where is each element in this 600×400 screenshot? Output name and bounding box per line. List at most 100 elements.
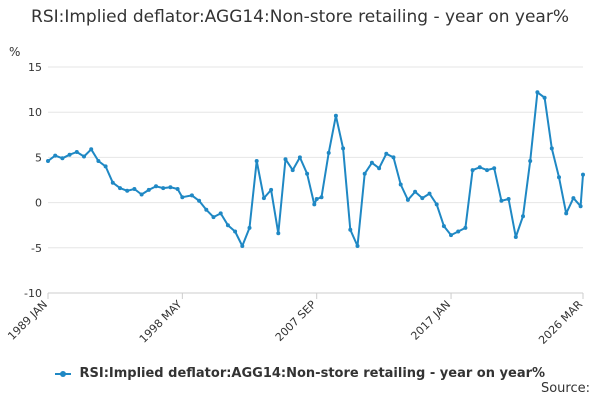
data-point [549, 146, 554, 151]
data-point [103, 164, 108, 169]
data-point [180, 195, 185, 200]
data-point [297, 155, 302, 160]
y-tick-label: 15 [28, 61, 42, 74]
data-point [542, 95, 547, 100]
data-point [485, 168, 489, 173]
data-point [60, 156, 65, 161]
data-point [110, 180, 115, 185]
data-point [125, 188, 130, 193]
data-point [132, 187, 137, 191]
data-point [362, 171, 367, 176]
data-point [535, 90, 540, 95]
data-point [197, 198, 202, 203]
data-point [211, 215, 216, 220]
data-point [578, 204, 583, 209]
data-point [449, 233, 453, 238]
x-tick-label: 1989 JAN [5, 298, 50, 343]
data-point [261, 196, 266, 201]
data-point [348, 227, 353, 232]
legend-swatch [54, 370, 71, 377]
legend-label: RSI:Implied deflator:AGG14:Non-store ret… [79, 366, 546, 381]
data-point [405, 197, 410, 202]
data-point [463, 225, 468, 230]
data-point [53, 153, 58, 158]
data-point [581, 172, 585, 177]
data-point [161, 186, 166, 191]
data-point [391, 155, 396, 160]
data-point [434, 202, 439, 207]
data-point [96, 159, 101, 163]
data-point [283, 157, 288, 162]
data-point [269, 187, 274, 192]
y-tick-label: -5 [31, 242, 42, 255]
data-point [492, 166, 497, 171]
data-point [276, 231, 281, 236]
data-point [384, 151, 389, 156]
series-line [47, 91, 584, 247]
data-point [225, 223, 230, 228]
x-tick-label: 2007 SEP [273, 298, 319, 344]
data-point [398, 182, 403, 187]
data-point [314, 197, 319, 201]
data-point [118, 186, 122, 191]
data-point [506, 197, 511, 201]
data-point [290, 168, 295, 173]
data-point [312, 202, 317, 207]
data-point [189, 193, 194, 198]
y-tick-label: 5 [35, 151, 42, 164]
data-point [82, 154, 86, 159]
data-point [341, 146, 346, 151]
data-point [441, 224, 446, 229]
data-point [355, 244, 360, 248]
y-tick-label: -10 [24, 287, 42, 300]
data-point [247, 225, 252, 230]
data-point [218, 211, 223, 216]
gridlines [48, 66, 583, 294]
data-point [240, 244, 245, 248]
x-tick-label: 1998 MAY [137, 298, 185, 346]
chart-title: RSI:Implied deflator:AGG14:Non-store ret… [31, 7, 569, 27]
data-point [305, 171, 310, 176]
data-point [456, 229, 461, 234]
data-point [46, 159, 50, 163]
y-axis-ticks: -10 -5 0 5 10 15 [24, 61, 42, 300]
data-point [74, 150, 79, 154]
data-point [420, 196, 425, 201]
data-point [477, 165, 482, 170]
data-point [89, 147, 94, 152]
data-point [369, 160, 374, 165]
data-point [168, 185, 173, 190]
x-tick-label: 2017 JAN [408, 298, 453, 343]
x-axis-ticks: 1989 JAN 1998 MAY 2007 SEP 2017 JAN 2026 MAR [5, 293, 585, 347]
data-point [326, 150, 331, 155]
x-tick-label: 2026 MAR [536, 298, 585, 347]
data-point [413, 189, 418, 194]
y-tick-label: 0 [35, 197, 42, 210]
data-point [427, 191, 432, 196]
source-label: Source: [540, 381, 590, 396]
data-point [319, 195, 324, 200]
data-point [154, 184, 158, 189]
data-point [254, 159, 259, 163]
data-point [470, 168, 475, 173]
y-axis-unit-label: % [9, 45, 20, 59]
data-point [333, 113, 338, 118]
data-point [528, 159, 533, 163]
data-point [571, 196, 576, 201]
series-line-group [46, 90, 585, 248]
data-point [139, 192, 144, 197]
data-point [204, 207, 209, 212]
data-point [557, 175, 561, 180]
data-point [377, 166, 382, 171]
data-point [513, 235, 518, 239]
data-point [233, 229, 238, 234]
data-point [146, 187, 151, 192]
data-point [67, 152, 72, 157]
data-point [175, 187, 180, 191]
data-point [521, 214, 525, 219]
data-point [499, 198, 504, 203]
y-tick-label: 10 [28, 106, 42, 119]
legend[interactable]: RSI:Implied deflator:AGG14:Non-store ret… [0, 366, 600, 381]
data-point [564, 211, 569, 216]
